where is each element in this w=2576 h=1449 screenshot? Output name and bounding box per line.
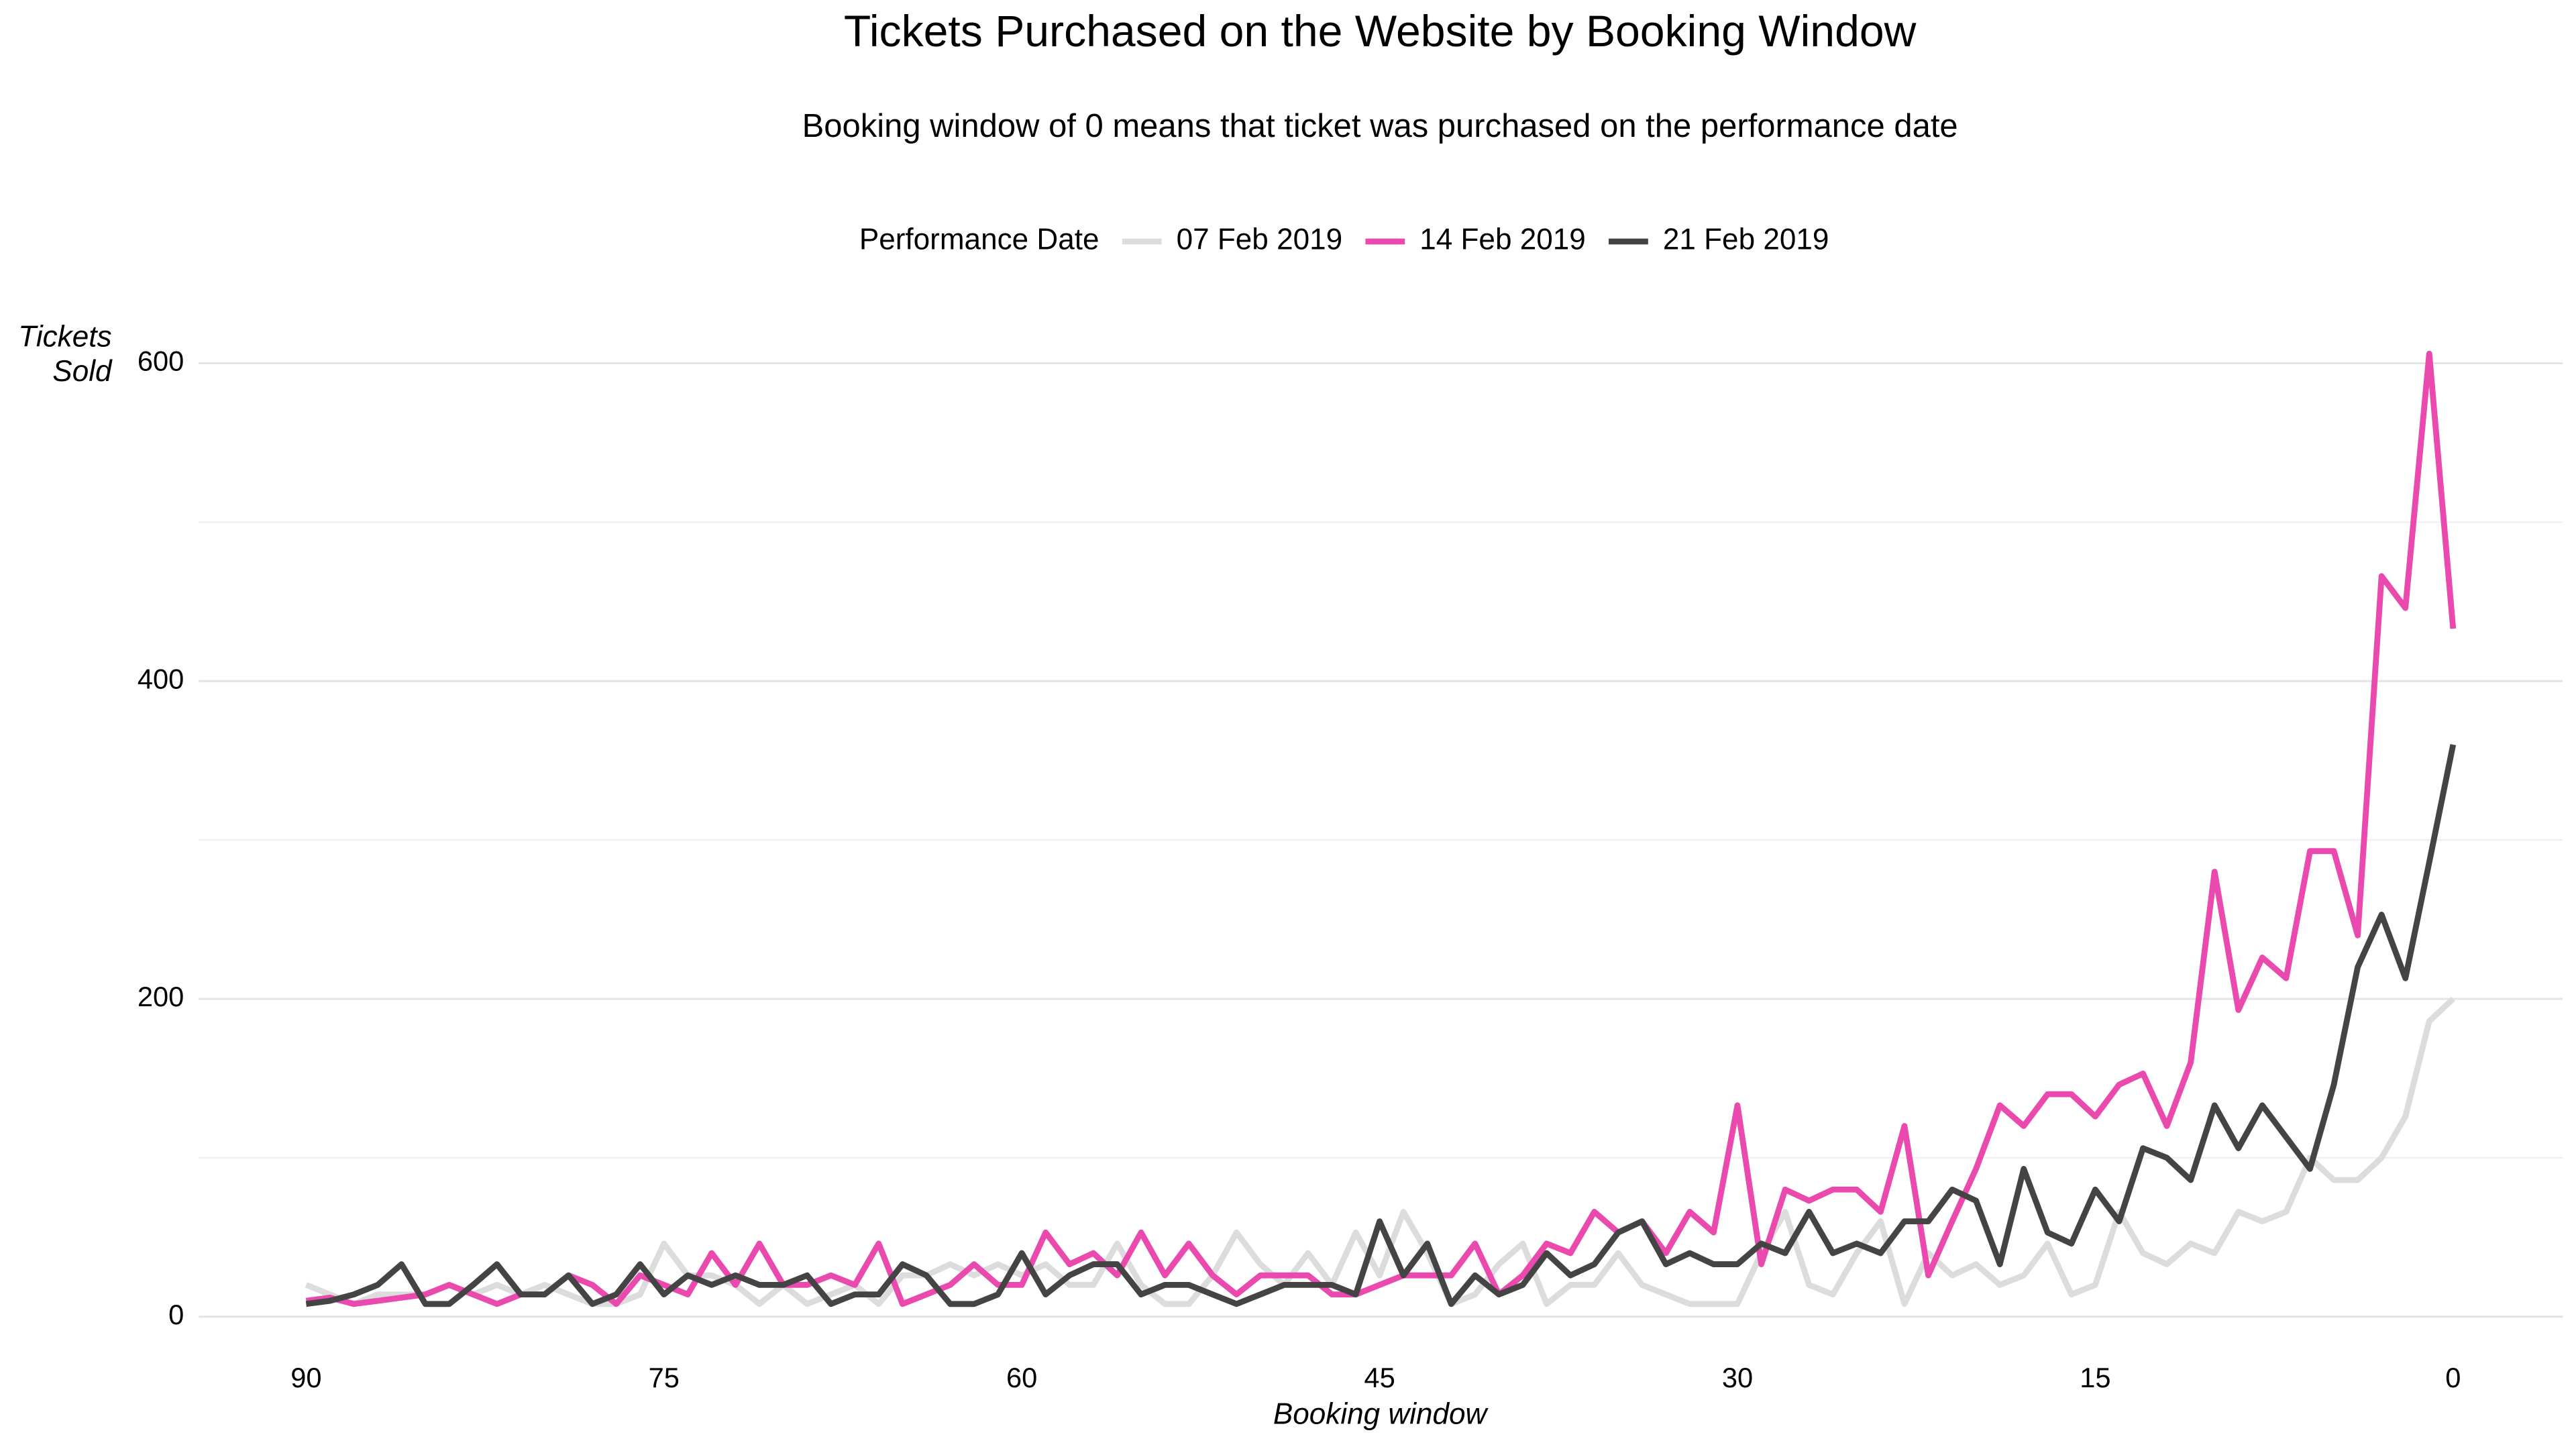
y-tick-label: 0 — [168, 1299, 184, 1330]
x-axis-label: Booking window — [1273, 1398, 1489, 1431]
series-line — [305, 744, 2457, 1307]
x-tick-label: 30 — [1722, 1362, 1753, 1393]
series-line — [305, 350, 2457, 1307]
legend-label: 14 Feb 2019 — [1419, 223, 1586, 256]
y-tick-label: 400 — [138, 663, 184, 694]
x-tick-label: 60 — [1006, 1362, 1037, 1393]
y-tick-label: 200 — [138, 981, 184, 1012]
legend-label: 21 Feb 2019 — [1663, 223, 1829, 256]
y-axis-label: Tickets Sold — [18, 320, 112, 388]
x-tick-label: 90 — [290, 1362, 321, 1393]
y-tick-label: 600 — [138, 345, 184, 377]
legend-title: Performance Date — [859, 223, 1099, 256]
chart-title: Tickets Purchased on the Website by Book… — [844, 7, 1917, 56]
legend-label: 07 Feb 2019 — [1177, 223, 1343, 256]
x-tick-label: 45 — [1364, 1362, 1395, 1393]
x-tick-label: 0 — [2445, 1362, 2461, 1393]
y-axis-label-box: Tickets Sold — [18, 320, 112, 388]
series-line — [305, 996, 2455, 1307]
chart-subtitle: Booking window of 0 means that ticket wa… — [802, 108, 1958, 144]
x-tick-label: 15 — [2080, 1362, 2110, 1393]
x-tick-label: 75 — [649, 1362, 680, 1393]
